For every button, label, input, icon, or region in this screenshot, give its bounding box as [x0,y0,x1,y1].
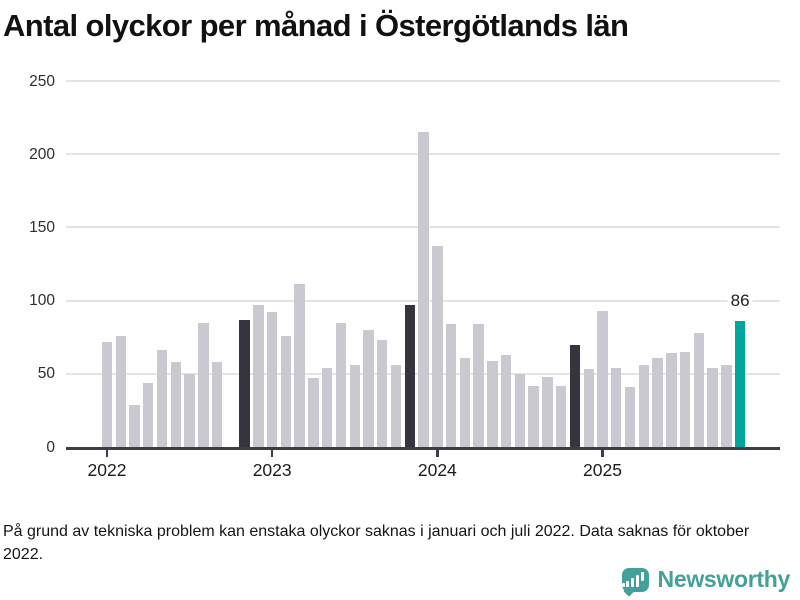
gridline [66,80,780,82]
bar-2023-12 [418,132,429,447]
bar-2023-11 [404,304,415,447]
bar-2025-11 [734,321,746,447]
bar-2024-04 [473,324,484,447]
bar-2024-11 [569,344,581,447]
x-axis-label: 2022 [87,460,127,480]
y-axis-label: 250 [29,72,55,90]
bar-2022-04 [143,382,154,447]
bar-2022-07 [184,373,195,447]
footnote: På grund av tekniska problem kan enstaka… [3,523,750,563]
bar-2022-06 [170,362,181,447]
x-axis-tick [105,450,109,457]
bar-2025-08 [693,332,705,447]
bar-2023-01 [266,312,278,447]
bar-2022-09 [211,362,223,447]
bar-2024-10 [556,385,567,447]
y-axis-label: 50 [37,365,55,383]
bar-2024-01 [432,246,443,447]
page-title: Antal olyckor per månad i Östergötlands … [3,8,629,43]
bar-2022-03 [129,404,140,447]
bar-2024-12 [583,369,594,447]
bar-2023-07 [349,365,360,447]
bar-2022-01 [101,341,113,447]
bar-2025-06 [666,353,677,447]
bar-2022-08 [198,322,209,447]
bar-value-label: 86 [727,291,753,311]
newsworthy-bubble-chart-icon [621,567,649,597]
x-axis-label: 2024 [417,460,457,480]
bar-2023-03 [294,284,305,447]
bar-2022-11 [239,319,250,447]
x-axis-tick [270,450,274,457]
bar-2022-05 [156,350,168,447]
bar-2022-02 [115,335,126,447]
x-axis-tick [601,450,604,457]
bar-2023-02 [280,335,292,447]
bar-2025-02 [611,367,622,447]
bar-2024-05 [487,360,498,447]
bar-2025-04 [638,365,649,447]
x-axis-label: 2025 [583,460,622,480]
bar-2023-10 [390,365,402,447]
bar-2025-01 [597,310,608,447]
bar-2025-07 [679,351,691,447]
bar-2024-08 [528,385,539,447]
x-axis-label: 2023 [252,460,292,480]
bar-2024-07 [514,373,526,447]
bar-2024-03 [459,357,471,447]
bar-2024-02 [445,324,457,447]
icon-exclamation-dot [621,583,625,587]
bar-2024-09 [542,376,553,447]
bar-2025-05 [652,357,663,447]
brand-name: Newsworthy [657,566,791,592]
bar-2023-09 [377,340,388,447]
bar-2023-05 [322,367,333,447]
bar-2022-12 [253,304,264,447]
x-axis-line [66,447,780,450]
icon-exclamation-stem [641,571,645,581]
y-axis-label: 150 [29,218,55,236]
y-axis-label: 200 [29,145,55,163]
bar-2023-04 [308,378,319,447]
icon-bar-3 [636,574,640,587]
x-axis-tick [436,450,439,457]
y-axis-label: 0 [46,438,55,456]
icon-bar-2 [631,577,635,587]
newsworthy-logo: Newsworthy [621,566,791,597]
bar-2025-10 [721,365,732,447]
bar-2023-06 [335,322,347,447]
bar-2025-09 [707,367,718,447]
bar-2024-06 [500,354,512,447]
bar-chart: 0 50 100 150 200 250 2022 2023 2024 2025 86 [0,60,800,500]
icon-bar-1 [626,580,630,587]
bar-2025-03 [624,386,636,447]
y-axis-label: 100 [29,292,55,310]
bar-2023-08 [363,329,374,447]
